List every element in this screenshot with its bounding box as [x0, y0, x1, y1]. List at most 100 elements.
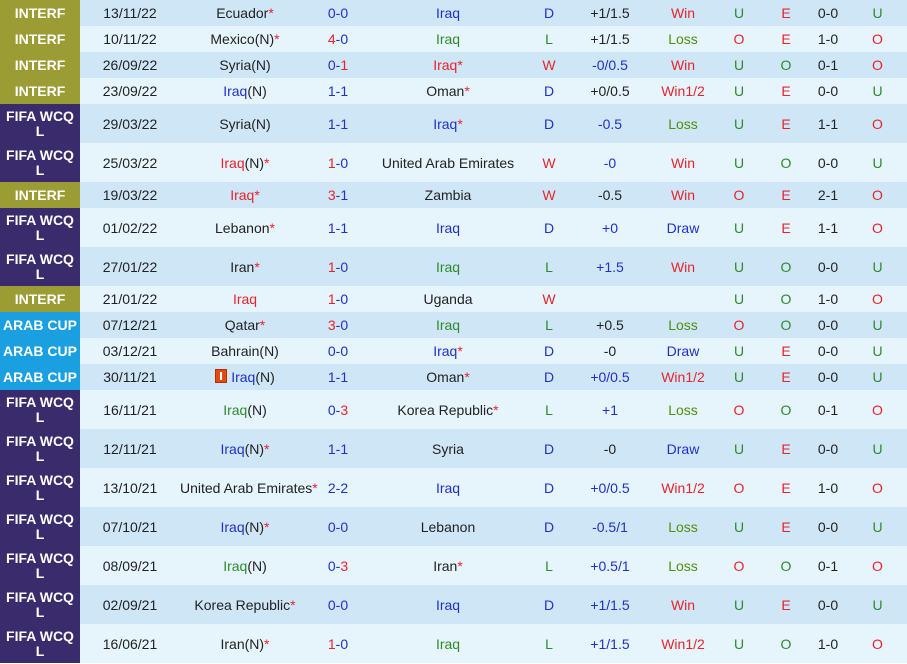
match-row[interactable]: INTERF 21/01/22 Iraq 1-0 Uganda W U O 1-0 O — [0, 286, 907, 312]
score[interactable]: 3-1 — [310, 182, 366, 208]
team-name[interactable]: Iraq — [435, 31, 461, 47]
score[interactable]: 0-0 — [310, 507, 366, 546]
league-badge[interactable]: INTERF — [0, 26, 80, 52]
league-badge[interactable]: INTERF — [0, 0, 80, 26]
team-name[interactable]: Iran — [433, 557, 458, 574]
match-row[interactable]: INTERF 19/03/22 Iraq* 3-1 Zambia W -0.5 Win O E 2-… — [0, 182, 907, 208]
match-row[interactable]: FIFA WCQ L 08/09/21 Iraq(N) 0-3 Iran* L +0.5/1 L… — [0, 546, 907, 585]
team-name[interactable]: Syria — [219, 57, 252, 73]
team-name[interactable]: Iraq — [232, 291, 258, 307]
score[interactable]: 0-3 — [310, 546, 366, 585]
score[interactable]: 1-1 — [310, 78, 366, 104]
team-name[interactable]: Iraq — [435, 219, 461, 236]
team-name[interactable]: Oman — [426, 369, 465, 385]
match-row[interactable]: ARAB CUP 30/11/21 Iraq(N) 1-1 Oman* D +0/0.5 Wi… — [0, 364, 907, 390]
team-name[interactable]: Iran — [220, 635, 245, 652]
team-name[interactable]: Iraq — [223, 83, 248, 99]
match-row[interactable]: FIFA WCQ L 16/11/21 Iraq(N) 0-3 Korea Republi… — [0, 390, 907, 429]
score[interactable]: 0-0 — [310, 585, 366, 624]
team-name[interactable]: Iraq — [230, 187, 255, 203]
score[interactable]: 3-0 — [310, 312, 366, 338]
team-name[interactable]: Korea Republic — [194, 596, 291, 613]
match-row[interactable]: FIFA WCQ L 01/02/22 Lebanon* 1-1 Iraq D +0 Draw U… — [0, 208, 907, 247]
league-badge[interactable]: FIFA WCQ L — [0, 468, 80, 507]
team-name[interactable]: Iraq — [220, 440, 245, 457]
score[interactable]: 1-1 — [310, 364, 366, 390]
league-badge[interactable]: INTERF — [0, 78, 80, 104]
league-badge[interactable]: INTERF — [0, 182, 80, 208]
match-row[interactable]: FIFA WCQ L 07/10/21 Iraq(N)* 0-0 Lebanon D -0.5… — [0, 507, 907, 546]
team-name[interactable]: Iraq — [223, 557, 248, 574]
team-name[interactable]: Iraq — [435, 596, 461, 613]
team-name[interactable]: Iraq — [433, 57, 458, 73]
match-row[interactable]: ARAB CUP 03/12/21 Bahrain(N) 0-0 Iraq* D -0 Dra… — [0, 338, 907, 364]
league-badge[interactable]: ARAB CUP — [0, 338, 80, 364]
team-name[interactable]: Zambia — [424, 187, 472, 203]
match-row[interactable]: FIFA WCQ L 25/03/22 Iraq(N)* 1-0 United Arab … — [0, 143, 907, 182]
match-row[interactable]: FIFA WCQ L 27/01/22 Iran* 1-0 Iraq L +1.5 Win U O 0… — [0, 247, 907, 286]
score[interactable]: 0-3 — [310, 390, 366, 429]
team-name[interactable]: United Arab Emirates — [381, 154, 515, 171]
team-name[interactable]: Iraq — [435, 317, 461, 333]
score[interactable]: 4-0 — [310, 26, 366, 52]
match-row[interactable]: INTERF 23/09/22 Iraq(N) 1-1 Oman* D +0/0.5 Win1… — [0, 78, 907, 104]
match-row[interactable]: FIFA WCQ L 16/06/21 Iran(N)* 1-0 Iraq L +1/1.5 W… — [0, 624, 907, 663]
match-row[interactable]: FIFA WCQ L 02/09/21 Korea Republic* 0-0 Iraq D… — [0, 585, 907, 624]
league-badge[interactable]: ARAB CUP — [0, 364, 80, 390]
team-name[interactable]: Iraq — [435, 5, 461, 21]
league-badge[interactable]: FIFA WCQ L — [0, 208, 80, 247]
score[interactable]: 1-0 — [310, 143, 366, 182]
score[interactable]: 0-1 — [310, 52, 366, 78]
league-badge[interactable]: FIFA WCQ L — [0, 585, 80, 624]
league-badge[interactable]: FIFA WCQ L — [0, 143, 80, 182]
team-name[interactable]: Iran — [230, 258, 255, 275]
score[interactable]: 1-0 — [310, 286, 366, 312]
score[interactable]: 0-0 — [310, 0, 366, 26]
score[interactable]: 1-1 — [310, 208, 366, 247]
league-badge[interactable]: FIFA WCQ L — [0, 546, 80, 585]
league-badge[interactable]: INTERF — [0, 286, 80, 312]
team-name[interactable]: Iraq — [220, 154, 245, 171]
league-badge[interactable]: ARAB CUP — [0, 312, 80, 338]
team-name[interactable]: Lebanon — [420, 518, 476, 535]
league-badge[interactable]: FIFA WCQ L — [0, 247, 80, 286]
team-name[interactable]: Iraq — [435, 258, 461, 275]
match-row[interactable]: INTERF 26/09/22 Syria(N) 0-1 Iraq* W -0/0.5 Win… — [0, 52, 907, 78]
match-row[interactable]: FIFA WCQ L 13/10/21 United Arab Emirates* 2-… — [0, 468, 907, 507]
score[interactable]: 1-1 — [310, 104, 366, 143]
league-badge[interactable]: FIFA WCQ L — [0, 390, 80, 429]
team-name[interactable]: Bahrain — [211, 343, 260, 359]
team-name[interactable]: Ecuador — [216, 5, 269, 21]
team-name[interactable]: Iraq — [220, 518, 245, 535]
team-name[interactable]: Iraq — [433, 115, 458, 132]
score[interactable]: 1-0 — [310, 247, 366, 286]
team-name[interactable]: Mexico — [210, 31, 255, 47]
match-row[interactable]: FIFA WCQ L 29/03/22 Syria(N) 1-1 Iraq* D -0.5 Lo… — [0, 104, 907, 143]
team-name[interactable]: Syria — [432, 440, 464, 457]
league-badge[interactable]: INTERF — [0, 52, 80, 78]
score[interactable]: 1-1 — [310, 429, 366, 468]
score[interactable]: 0-0 — [310, 338, 366, 364]
league-badge[interactable]: FIFA WCQ L — [0, 507, 80, 546]
match-row[interactable]: INTERF 13/11/22 Ecuador* 0-0 Iraq D +1/1.5 Win U… — [0, 0, 907, 26]
team-name[interactable]: United Arab Emirates — [180, 479, 313, 496]
team-name[interactable]: Lebanon — [215, 219, 270, 236]
match-row[interactable]: FIFA WCQ L 12/11/21 Iraq(N)* 1-1 Syria D -0 Draw… — [0, 429, 907, 468]
league-badge[interactable]: FIFA WCQ L — [0, 429, 80, 468]
team-name[interactable]: Iraq — [435, 635, 461, 652]
team-name[interactable]: Uganda — [423, 291, 473, 307]
team-name[interactable]: Iraq — [433, 343, 458, 359]
league-badge[interactable]: FIFA WCQ L — [0, 624, 80, 663]
score[interactable]: 1-0 — [310, 624, 366, 663]
team-name[interactable]: Korea Republic — [397, 401, 494, 418]
team-name[interactable]: Iraq — [435, 479, 461, 496]
league-badge[interactable]: FIFA WCQ L — [0, 104, 80, 143]
team-name[interactable]: Oman — [426, 83, 465, 99]
team-name[interactable]: Iraq — [223, 401, 248, 418]
team-name[interactable]: Iraq — [231, 369, 256, 385]
team-name[interactable]: Qatar — [224, 317, 260, 333]
team-name[interactable]: Syria — [219, 115, 252, 132]
match-row[interactable]: INTERF 10/11/22 Mexico(N)* 4-0 Iraq L +1/1.5 Lo… — [0, 26, 907, 52]
match-row[interactable]: ARAB CUP 07/12/21 Qatar* 3-0 Iraq L +0.5 Loss O O… — [0, 312, 907, 338]
score[interactable]: 2-2 — [310, 468, 366, 507]
